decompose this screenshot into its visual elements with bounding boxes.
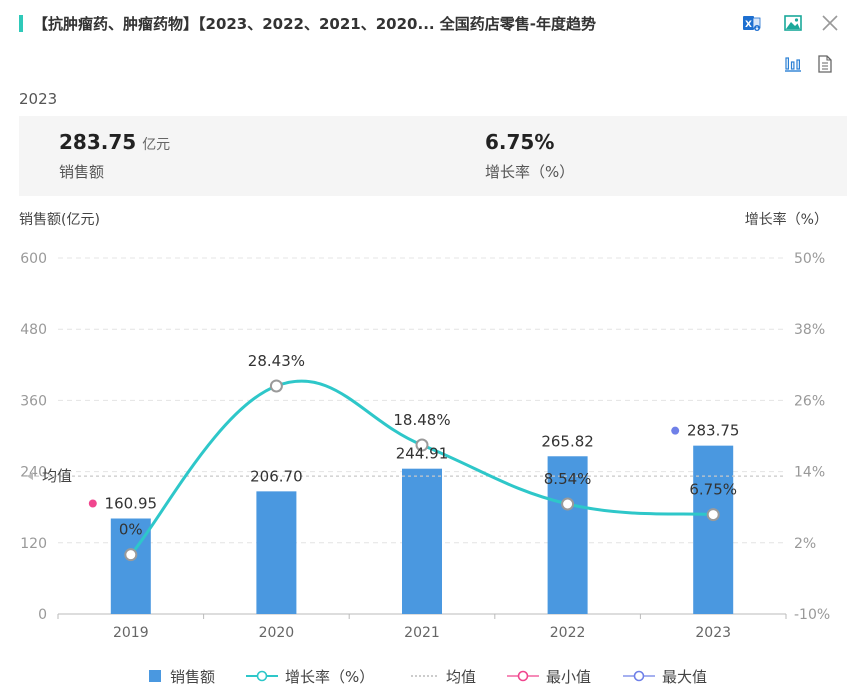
close-icon[interactable] (820, 13, 840, 33)
legend-sales[interactable]: 销售额 (148, 664, 215, 688)
legend-min[interactable]: 最小值 (506, 664, 591, 688)
growth-value-label: 8.54% (544, 470, 592, 488)
growth-metric: 6.75% 增长率（%） (485, 130, 574, 182)
chart-legend: 销售额 增长率（%） 均值 最小值 最大值 (0, 664, 866, 688)
document-icon[interactable] (815, 54, 835, 74)
bar-value-label: 244.91 (396, 445, 449, 463)
legend-max-label: 最大值 (662, 667, 708, 686)
summary-panel: 283.75 亿元 销售额 6.75% 增长率（%） (19, 116, 847, 196)
sales-label: 销售额 (59, 163, 105, 181)
legend-average-label: 均值 (446, 667, 477, 686)
image-icon[interactable] (783, 13, 803, 33)
bar-value-label: 160.95 (105, 495, 158, 513)
y-right-tick-label: 2% (794, 536, 816, 552)
bar-value-label: 283.75 (687, 422, 740, 440)
y-right-tick-label: 50% (794, 251, 825, 267)
y-left-tick-label: 600 (20, 251, 47, 267)
x-tick-label: 2020 (259, 625, 295, 641)
growth-value: 6.75% (485, 130, 555, 154)
title-accent-bar (19, 15, 23, 32)
excel-icon[interactable]: X (742, 13, 762, 33)
y-left-tick-label: 240 (20, 465, 47, 481)
growth-point (561, 497, 575, 511)
title-bar: 【抗肿瘤药、肿瘤药物】【2023、2022、2021、2020... 全国药店零… (0, 0, 866, 50)
average-label: 均值 (42, 467, 72, 485)
combo-chart: 销售额(亿元) 增长率（%） 0 -10% 120 2% 240 14% 360 26% 480 38… (19, 211, 830, 641)
legend-growth-swatch (246, 670, 278, 682)
legend-min-swatch (507, 670, 539, 682)
y-left-tick-label: 480 (20, 322, 47, 338)
growth-label: 增长率（%） (485, 163, 575, 181)
growth-line (129, 379, 714, 556)
growth-value-label: 18.48% (393, 411, 450, 429)
x-tick-label: 2019 (113, 625, 149, 641)
chart-title: 【抗肿瘤药、肿瘤药物】【2023、2022、2021、2020... 全国药店零… (33, 15, 597, 33)
bar (256, 491, 297, 614)
y-right-tick-label: 14% (794, 465, 825, 481)
legend-max-swatch (623, 670, 655, 682)
x-tick-label: 2021 (404, 625, 440, 641)
x-tick-label: 2023 (695, 625, 731, 641)
growth-value-label: 6.75% (689, 481, 737, 499)
min-marker (88, 499, 97, 508)
legend-average[interactable]: 均值 (410, 664, 476, 688)
growth-point (706, 508, 720, 522)
y-right-tick-label: 26% (794, 393, 825, 409)
max-marker (671, 426, 680, 435)
y-left-axis-title: 销售额(亿元) (19, 212, 100, 228)
growth-value-label: 0% (119, 521, 143, 539)
growth-point (124, 548, 138, 562)
average-arrow (27, 472, 33, 481)
sales-metric: 283.75 亿元 销售额 (59, 130, 170, 182)
growth-point (415, 438, 429, 452)
sales-unit: 亿元 (142, 137, 171, 153)
legend-sales-swatch (149, 670, 161, 682)
bar (693, 445, 734, 614)
y-left-tick-label: 0 (38, 607, 47, 623)
legend-sales-label: 销售额 (170, 667, 216, 686)
bar-value-label: 206.70 (250, 467, 303, 485)
y-left-tick-label: 360 (20, 393, 47, 409)
legend-average-swatch (411, 675, 437, 677)
y-right-axis-title: 增长率（%） (745, 211, 828, 228)
x-tick-label: 2022 (550, 625, 586, 641)
summary-year: 2023 (19, 90, 58, 108)
y-right-tick-label: -10% (794, 607, 830, 623)
y-right-tick-label: 38% (794, 322, 825, 338)
bar (402, 468, 442, 614)
bar (547, 456, 588, 614)
bar-chart-icon[interactable] (783, 54, 803, 74)
legend-growth[interactable]: 增长率（%） (245, 664, 374, 688)
growth-point (269, 379, 283, 393)
y-left-tick-label: 120 (20, 536, 47, 552)
growth-value-label: 28.43% (248, 352, 305, 370)
legend-min-label: 最小值 (546, 667, 592, 686)
sales-value: 283.75 (59, 130, 137, 154)
svg-text:X: X (745, 20, 752, 30)
bar-value-label: 265.82 (541, 432, 594, 450)
legend-max[interactable]: 最大值 (622, 664, 707, 688)
legend-growth-label: 增长率（%） (285, 667, 375, 686)
